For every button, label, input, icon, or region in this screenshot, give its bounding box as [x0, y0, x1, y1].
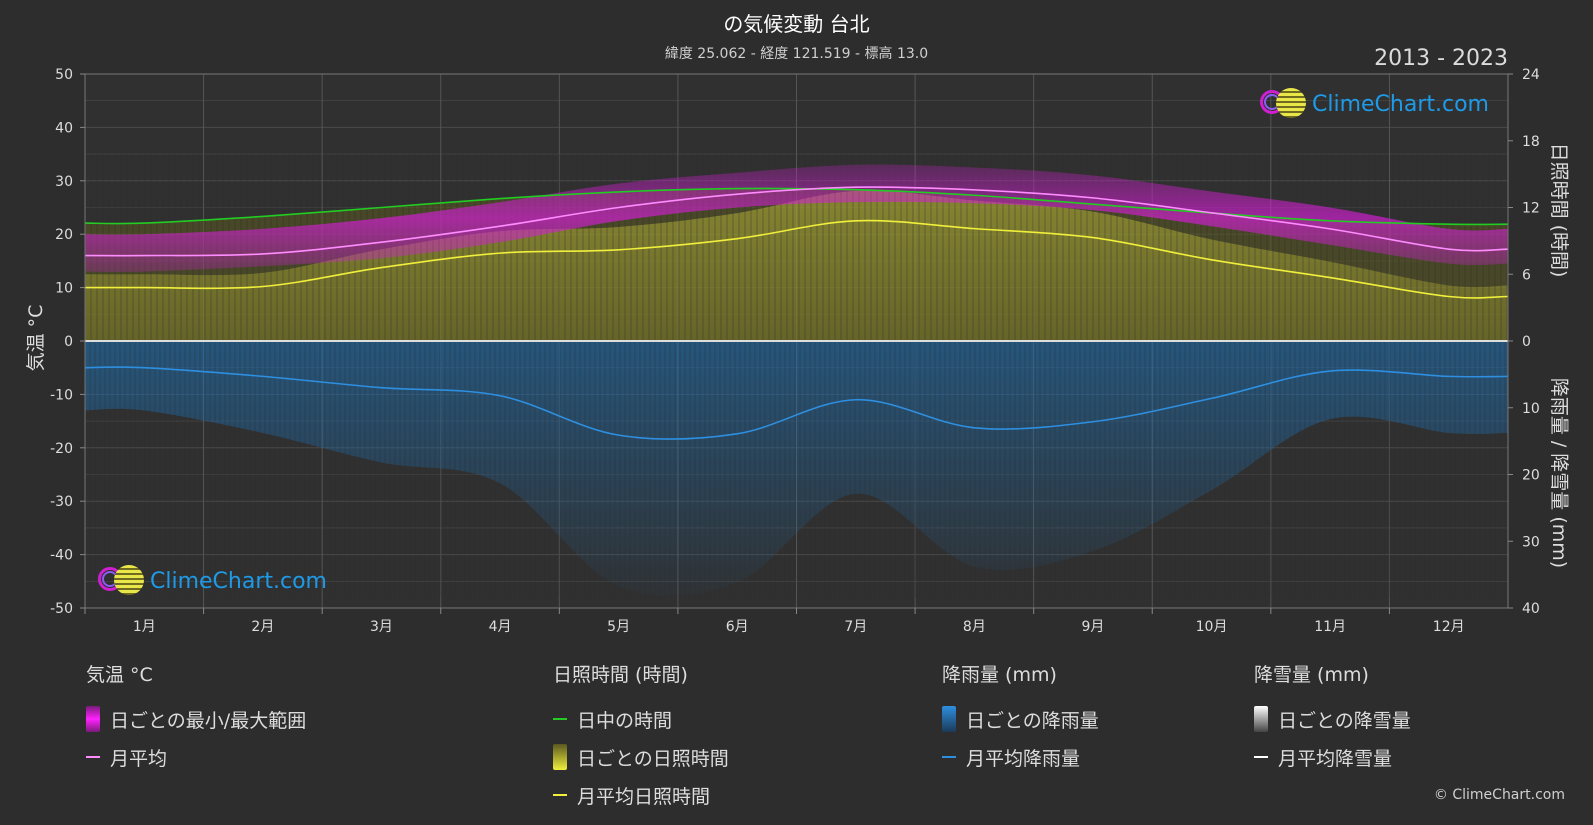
- y-axis-label-right-bottom: 降雨量 / 降雪量 (mm): [1548, 378, 1570, 568]
- year-range: 2013 - 2023: [1374, 46, 1508, 71]
- y-axis-label-left: 気温 °C: [25, 305, 47, 372]
- y-tick-label-left: -20: [50, 441, 73, 457]
- legend-item: 日中の時間: [553, 700, 729, 738]
- legend-label: 日ごとの降雨量: [966, 709, 1099, 732]
- sunshine-area: [85, 190, 1508, 341]
- logo-top[interactable]: ClimeChart.com: [1258, 88, 1489, 120]
- series-lines: [84, 186, 1509, 440]
- snow-avg-swatch: [1254, 756, 1268, 758]
- x-tick-label: 7月: [844, 619, 867, 635]
- y-tick-label-left: -30: [50, 494, 73, 510]
- copyright: © ClimeChart.com: [1433, 787, 1565, 803]
- climechart-logo-icon: [1258, 88, 1308, 120]
- legend-heading: 降雨量 (mm): [942, 664, 1057, 686]
- sunshine-avg-line: [84, 219, 1509, 299]
- x-tick-label: 3月: [370, 619, 393, 635]
- y-tick-label-right-top: 12: [1522, 201, 1540, 217]
- legend-item: 月平均: [86, 738, 306, 776]
- x-tick-label: 5月: [607, 619, 630, 635]
- x-tick-label: 6月: [726, 619, 749, 635]
- x-tick-label: 12月: [1433, 619, 1465, 635]
- legend-heading: 日照時間 (時間): [553, 664, 688, 686]
- legend-label: 月平均: [110, 747, 168, 770]
- y-tick-label-left: 10: [55, 281, 73, 297]
- y-tick-label-right-bottom: 30: [1522, 534, 1540, 550]
- temp-avg-line: [84, 186, 1509, 257]
- legend-label: 月平均降雪量: [1278, 747, 1393, 770]
- rain-area: [85, 341, 1508, 597]
- logo-bottom[interactable]: ClimeChart.com: [96, 565, 327, 597]
- x-tick-label: 8月: [963, 619, 986, 635]
- y-tick-label-right-top: 24: [1522, 67, 1540, 83]
- y-tick-label-right-top: 6: [1522, 267, 1531, 283]
- y-axis-label-right-top: 日照時間 (時間): [1548, 143, 1570, 278]
- legend-item: 日ごとの降雪量: [1254, 700, 1411, 738]
- rain-avg-swatch: [942, 756, 956, 758]
- y-tick-label-left: 20: [55, 227, 73, 243]
- climechart-logo-icon: [96, 565, 146, 597]
- legend-rain: 降雨量 (mm) 日ごとの降雨量 月平均降雨量: [942, 660, 1099, 776]
- legend-label: 日ごとの降雪量: [1278, 709, 1411, 732]
- y-tick-label-left: -40: [50, 548, 73, 564]
- location-subtitle: 緯度 25.062 - 経度 121.519 - 標高 13.0: [664, 46, 929, 62]
- y-tick-label-right-top: 0: [1522, 334, 1531, 350]
- temp-range-band: [85, 164, 1508, 272]
- legend-label: 月平均日照時間: [577, 785, 711, 808]
- legend-label: 日中の時間: [577, 709, 673, 732]
- legend-item: 日ごとの最小/最大範囲: [86, 700, 306, 738]
- page-title: の気候変動 台北: [723, 12, 870, 36]
- legend-label: 日ごとの最小/最大範囲: [110, 709, 307, 732]
- temp-range-swatch: [86, 706, 100, 732]
- y-tick-label-right-top: 18: [1522, 134, 1540, 150]
- legend-heading: 降雪量 (mm): [1254, 664, 1369, 686]
- climate-chart: 50 40 30 20 10 0 -10 -20 -30 -40 -50 24 18 12 6 0 10 20 30…: [25, 67, 1570, 635]
- y-tick-label-left: 40: [55, 120, 73, 136]
- y-tick-label-right-bottom: 40: [1522, 601, 1540, 617]
- daylight-swatch: [553, 718, 567, 720]
- logo-text: ClimeChart.com: [1312, 91, 1489, 117]
- legend-label: 月平均降雨量: [966, 747, 1081, 770]
- sunshine-swatch: [553, 744, 567, 770]
- daylight-line: [84, 187, 1509, 226]
- legend-heading: 気温 °C: [86, 664, 153, 686]
- x-tick-label: 1月: [133, 619, 156, 635]
- legend-snow: 降雪量 (mm) 日ごとの降雪量 月平均降雪量: [1254, 660, 1411, 776]
- x-tick-label: 11月: [1314, 619, 1346, 635]
- sunshine-avg-swatch: [553, 794, 567, 796]
- temp-avg-swatch: [86, 756, 100, 758]
- y-tick-label-right-bottom: 20: [1522, 468, 1540, 484]
- y-tick-label-left: -50: [50, 601, 73, 617]
- logo-text: ClimeChart.com: [150, 568, 327, 594]
- legend-item: 月平均日照時間: [553, 776, 729, 814]
- axes: 50 40 30 20 10 0 -10 -20 -30 -40 -50 24 18 12 6 0 10 20 30…: [50, 67, 1540, 635]
- y-tick-label-left: 0: [64, 334, 73, 350]
- legend: 気温 °C 日ごとの最小/最大範囲 月平均 日照時間 (時間) 日中の時間 日ご…: [0, 660, 1593, 825]
- x-tick-label: 4月: [489, 619, 512, 635]
- legend-item: 月平均降雪量: [1254, 738, 1411, 776]
- legend-temperature: 気温 °C 日ごとの最小/最大範囲 月平均: [86, 660, 306, 776]
- data-bands: [84, 154, 1508, 598]
- y-tick-label-left: 30: [55, 174, 73, 190]
- x-tick-label: 10月: [1196, 619, 1228, 635]
- x-tick-label: 9月: [1081, 619, 1104, 635]
- y-tick-label-right-bottom: 10: [1522, 401, 1540, 417]
- legend-sunshine: 日照時間 (時間) 日中の時間 日ごとの日照時間 月平均日照時間: [553, 660, 729, 814]
- legend-item: 日ごとの降雨量: [942, 700, 1099, 738]
- legend-item: 日ごとの日照時間: [553, 738, 729, 776]
- y-tick-label-left: 50: [55, 67, 73, 83]
- rain-swatch: [942, 706, 956, 732]
- legend-label: 日ごとの日照時間: [577, 747, 729, 770]
- rain-avg-line: [84, 366, 1509, 440]
- legend-item: 月平均降雨量: [942, 738, 1099, 776]
- y-tick-label-left: -10: [50, 387, 73, 403]
- snow-swatch: [1254, 706, 1268, 732]
- x-tick-label: 2月: [251, 619, 274, 635]
